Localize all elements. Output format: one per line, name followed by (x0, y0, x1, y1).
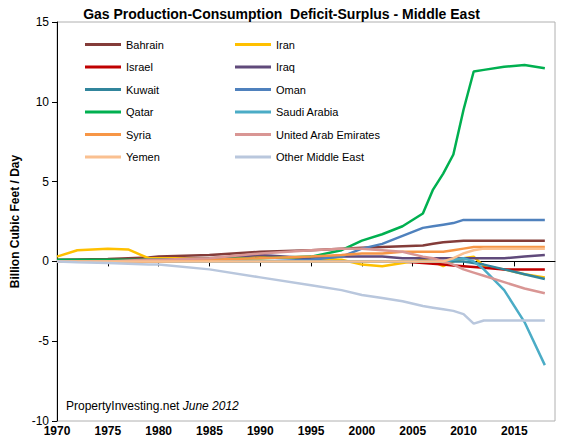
svg-text:Billion Cubic Feet / Day: Billion Cubic Feet / Day (8, 155, 22, 289)
svg-text:Syria: Syria (126, 129, 152, 141)
svg-text:1970: 1970 (44, 424, 71, 437)
svg-text:June 2012: June 2012 (182, 399, 239, 413)
svg-text:15: 15 (36, 15, 50, 29)
svg-text:PropertyInvesting.net: PropertyInvesting.net (66, 399, 180, 413)
svg-text:United Arab Emirates: United Arab Emirates (276, 129, 380, 141)
svg-text:1995: 1995 (298, 424, 325, 437)
svg-text:2015: 2015 (501, 424, 528, 437)
svg-text:2005: 2005 (399, 424, 426, 437)
svg-text:Iran: Iran (276, 39, 295, 51)
svg-text:Bahrain: Bahrain (126, 39, 164, 51)
svg-text:Other Middle East: Other Middle East (276, 151, 364, 163)
svg-text:Qatar: Qatar (126, 106, 154, 118)
svg-text:Gas Production-Consumption De: Gas Production-Consumption Deficit-Surpl… (83, 6, 480, 22)
svg-text:Oman: Oman (276, 84, 306, 96)
svg-text:-10: -10 (31, 414, 49, 428)
svg-text:Saudi Arabia: Saudi Arabia (276, 106, 339, 118)
svg-text:2010: 2010 (450, 424, 477, 437)
svg-text:Yemen: Yemen (126, 151, 160, 163)
svg-text:1990: 1990 (247, 424, 274, 437)
svg-text:1975: 1975 (94, 424, 121, 437)
svg-text:-5: -5 (38, 334, 49, 348)
svg-text:Kuwait: Kuwait (126, 84, 159, 96)
svg-text:0: 0 (42, 254, 49, 268)
svg-text:Iraq: Iraq (276, 61, 295, 73)
svg-text:Israel: Israel (126, 61, 153, 73)
svg-text:10: 10 (36, 95, 50, 109)
svg-text:5: 5 (42, 175, 49, 189)
svg-text:1980: 1980 (145, 424, 172, 437)
svg-text:1985: 1985 (196, 424, 223, 437)
svg-text:2000: 2000 (349, 424, 376, 437)
